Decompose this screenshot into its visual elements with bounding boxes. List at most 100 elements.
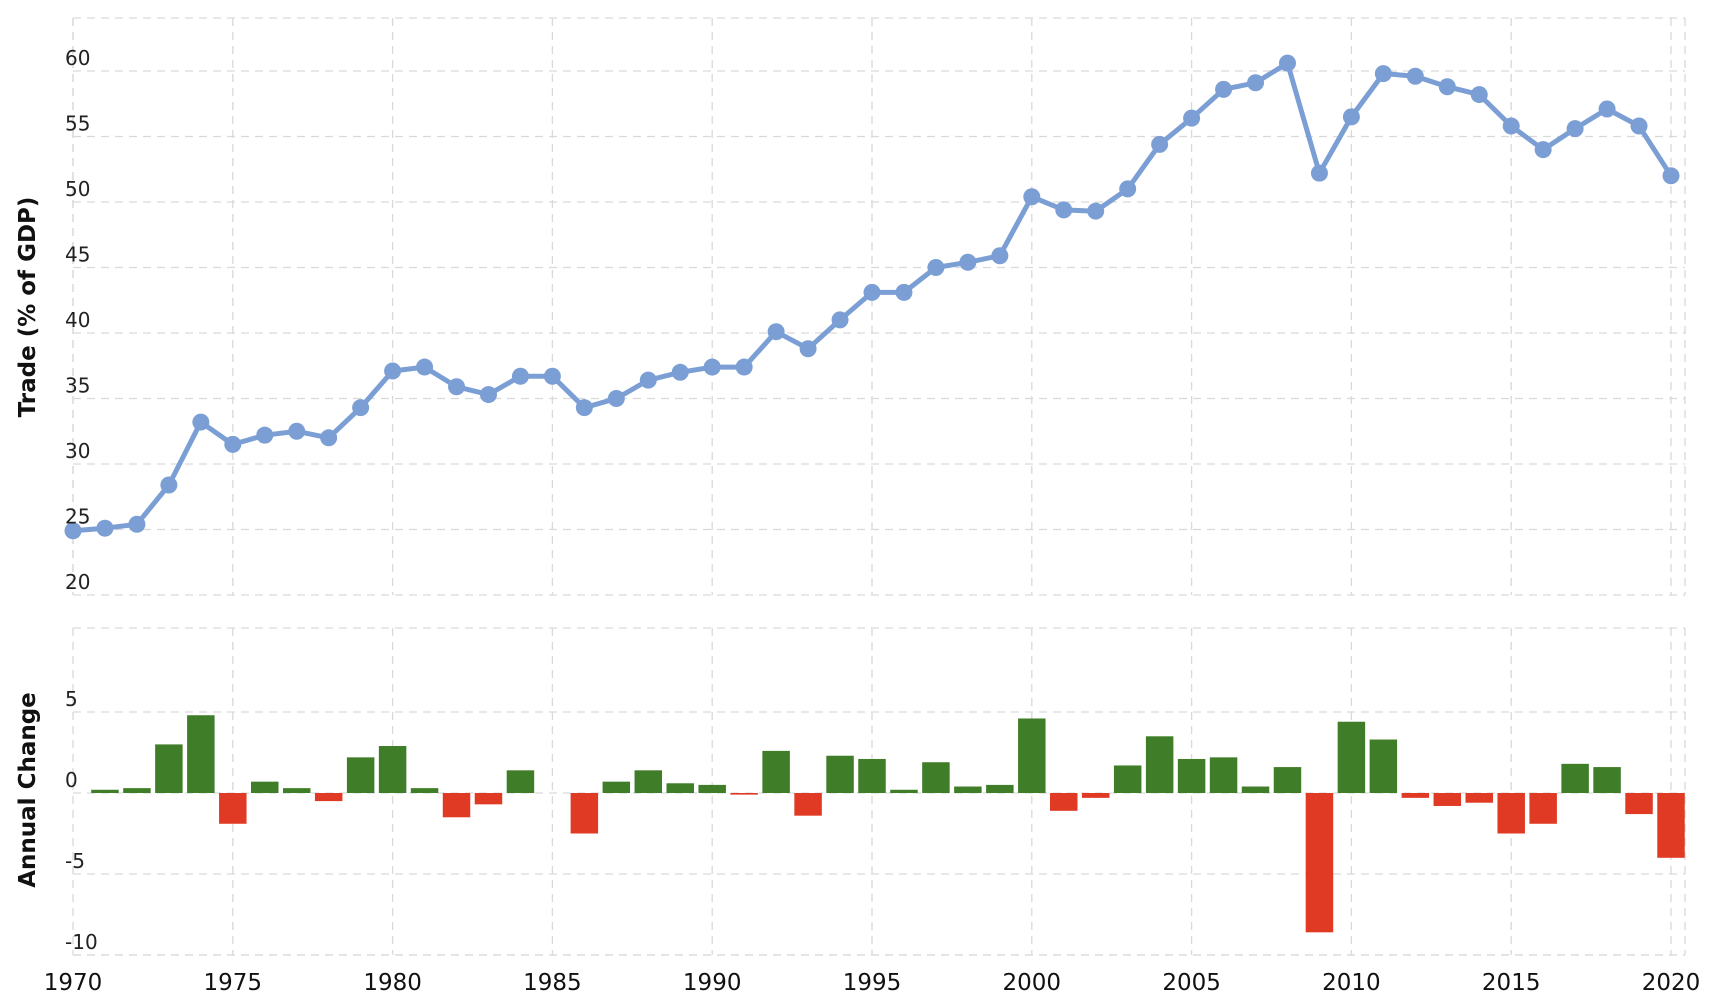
- trade-data-point: [575, 399, 593, 417]
- trade-data-point: [927, 259, 945, 276]
- annual-change-bar: [858, 758, 886, 793]
- annual-change-bar: [155, 744, 183, 793]
- x-tick-label: 1970: [44, 970, 103, 996]
- annual-change-bar: [762, 750, 790, 793]
- tick-labels: 20 25 30 35 40 45 50 55 60 -10 -5 0 5 1970 1975 1980 198…: [44, 46, 1701, 996]
- trade-data-point: [799, 340, 817, 358]
- annual-change-bars: [91, 715, 1685, 933]
- trade-data-point: [96, 519, 114, 537]
- annual-change-bar: [123, 788, 151, 793]
- annual-change-bar: [1209, 757, 1238, 793]
- annual-change-bar: [698, 784, 726, 793]
- annual-change-bar: [506, 770, 535, 793]
- trade-data-point: [671, 363, 689, 381]
- annual-change-bar: [219, 793, 247, 824]
- annual-change-bar: [1177, 758, 1206, 793]
- trade-data-point: [735, 358, 753, 376]
- trade-data-point: [639, 371, 657, 389]
- annual-change-bar: [251, 781, 279, 793]
- x-tick-label: 2005: [1162, 970, 1221, 996]
- trade-data-point: [1151, 135, 1169, 153]
- trade-data-point: [1374, 65, 1392, 83]
- trade-data-point: [1278, 54, 1296, 72]
- annual-change-bar: [1018, 718, 1046, 793]
- annual-change-bar: [602, 781, 631, 793]
- annual-change-bar: [1273, 767, 1302, 793]
- trade-data-point: [128, 515, 146, 533]
- trade-data-point: [991, 247, 1009, 265]
- annual-change-bar: [187, 715, 215, 793]
- annual-change-bar: [1465, 793, 1493, 803]
- annual-change-bar: [1401, 793, 1430, 798]
- annual-change-bar: [1113, 765, 1142, 793]
- trade-data-point: [1502, 117, 1520, 135]
- trade-data-point: [1087, 202, 1105, 220]
- x-tick-label: 2020: [1642, 970, 1701, 996]
- trade-data-point: [1598, 100, 1616, 118]
- annual-change-bar: [346, 757, 375, 793]
- x-tick-label: 1995: [843, 970, 902, 996]
- trade-data-point: [1406, 67, 1424, 85]
- annual-change-bar: [986, 784, 1014, 793]
- x-tick-label: 1985: [523, 970, 582, 996]
- bottom-y-tick-label: 5: [65, 687, 78, 711]
- x-tick-label: 2015: [1482, 970, 1541, 996]
- annual-change-bar: [730, 793, 758, 795]
- top-y-tick-label: 30: [65, 439, 90, 463]
- top-y-tick-label: 20: [65, 570, 90, 594]
- trade-data-point: [607, 390, 625, 407]
- trade-data-point: [767, 323, 785, 341]
- annual-change-bar: [1050, 793, 1078, 811]
- x-tick-label: 1990: [683, 970, 742, 996]
- annual-change-bar: [1561, 763, 1589, 793]
- annual-change-bar: [410, 788, 439, 793]
- trade-data-point: [1438, 78, 1456, 96]
- trade-data-point: [352, 399, 370, 417]
- annual-change-bar: [1305, 793, 1334, 933]
- annual-change-bar: [1241, 786, 1270, 793]
- annual-change-bar: [1369, 739, 1398, 793]
- x-tick-label: 1975: [204, 970, 263, 996]
- top-y-tick-label: 25: [65, 505, 90, 529]
- trade-data-point: [511, 367, 529, 385]
- trade-data-point: [1566, 120, 1584, 138]
- trade-data-point: [160, 476, 178, 494]
- trade-data-point: [64, 522, 82, 540]
- bottom-y-tick-label: -10: [65, 930, 98, 954]
- bottom-y-tick-label: -5: [65, 849, 85, 873]
- annual-change-bar: [1593, 767, 1621, 793]
- trade-data-point: [1183, 109, 1201, 127]
- annual-change-bar: [1337, 721, 1366, 793]
- top-y-tick-label: 40: [65, 308, 90, 332]
- x-tick-label: 2000: [1003, 970, 1062, 996]
- annual-change-bar: [794, 793, 822, 816]
- trade-data-point: [1247, 74, 1265, 92]
- trade-data-point: [1630, 117, 1648, 135]
- trade-data-point: [1055, 201, 1073, 219]
- annual-change-bar: [1625, 793, 1653, 815]
- annual-change-bar: [474, 793, 503, 805]
- trade-data-point: [320, 429, 338, 447]
- trade-data-point: [1342, 108, 1360, 126]
- x-tick-label: 1980: [363, 970, 422, 996]
- trade-data-point: [1662, 167, 1680, 185]
- trade-data-point: [703, 358, 721, 376]
- trade-data-point: [1534, 141, 1552, 159]
- trade-data-point: [863, 283, 881, 301]
- top-y-tick-label: 50: [65, 177, 90, 201]
- bottom-y-tick-label: 0: [65, 768, 78, 792]
- grid-layer: [72, 17, 1686, 956]
- annual-change-bar: [570, 793, 599, 834]
- top-y-tick-label: 60: [65, 46, 90, 70]
- trade-data-point: [1023, 188, 1041, 206]
- bottom-y-axis-title: Annual Change: [15, 692, 41, 888]
- trade-data-point: [479, 386, 497, 404]
- trade-data-point: [1119, 180, 1137, 198]
- trade-data-point: [448, 378, 466, 396]
- annual-change-bar: [666, 783, 694, 793]
- trade-data-point: [543, 367, 561, 385]
- top-y-axis-title: Trade (% of GDP): [15, 197, 41, 418]
- annual-change-bar: [91, 789, 119, 793]
- annual-change-bar: [922, 762, 950, 793]
